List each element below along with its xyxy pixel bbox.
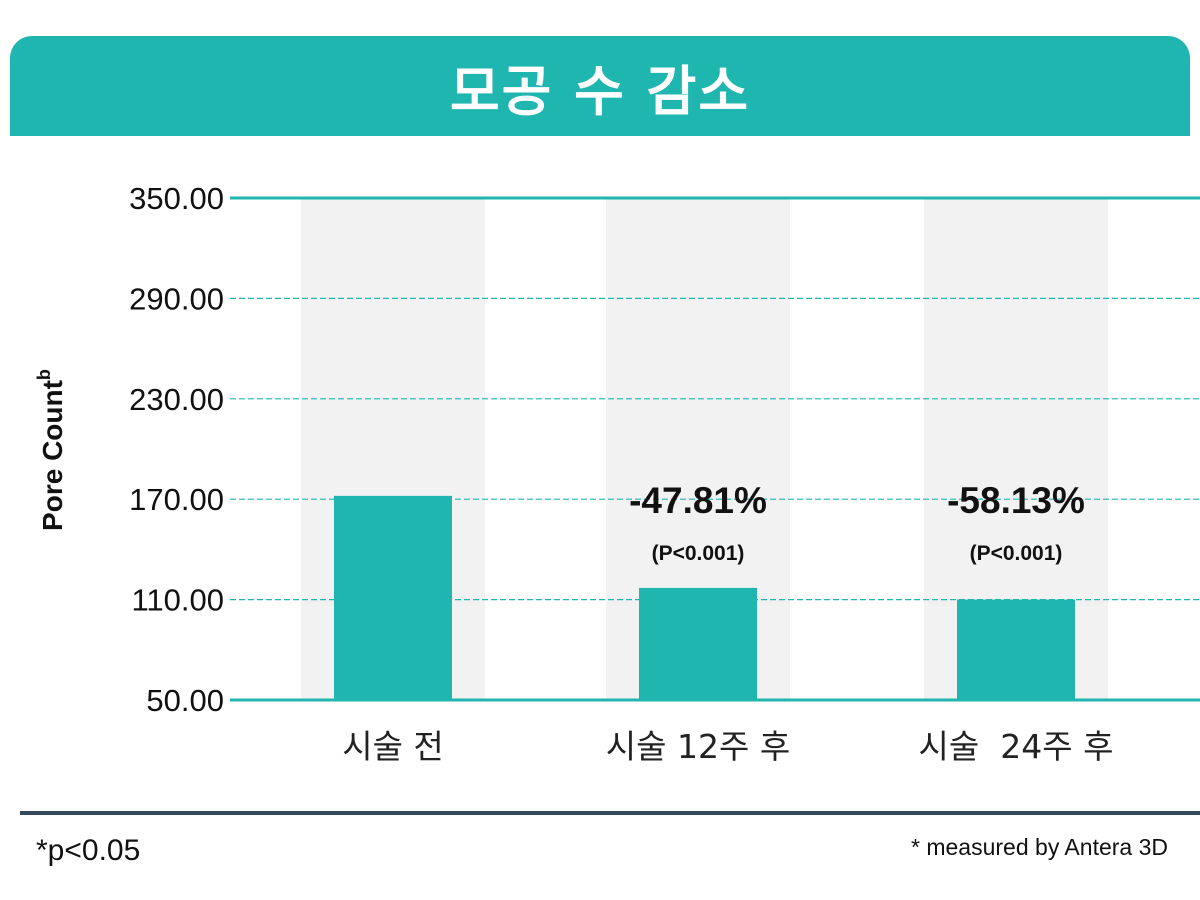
x-category-label: 시술 24주 후: [919, 727, 1114, 766]
p-value-label: (P<0.001): [970, 542, 1063, 565]
bar-1: [334, 495, 452, 700]
significance-note: *p<0.05: [36, 834, 141, 867]
change-percent-label: -47.81%: [629, 480, 767, 521]
y-axis-label: Pore Countb: [34, 369, 68, 531]
y-tick-label: 230.00: [129, 382, 224, 417]
y-tick-label: 110.00: [131, 583, 224, 618]
x-category-label: 시술 12주 후: [606, 727, 790, 766]
y-tick-label: 170.00: [129, 482, 224, 517]
y-tick-label: 50.00: [146, 683, 224, 718]
bar-chart: 350.00 290.00 230.00 170.00 110.00 50.00 시술 전 시…: [34, 181, 1200, 766]
p-value-label: (P<0.001): [652, 542, 745, 565]
footer-divider: [20, 811, 1200, 815]
x-category-label: 시술 전: [342, 727, 444, 766]
change-percent-label: -58.13%: [947, 480, 1085, 521]
chart-header: 모공 수 감소: [10, 36, 1190, 136]
y-axis-label-superscript: b: [34, 369, 54, 380]
measurement-note: * measured by Antera 3D: [911, 834, 1168, 860]
y-tick-label: 290.00: [129, 281, 224, 316]
bar-2: [639, 587, 757, 700]
chart-title: 모공 수 감소: [450, 59, 750, 123]
bar-3: [957, 599, 1075, 700]
y-tick-label: 350.00: [129, 181, 224, 216]
